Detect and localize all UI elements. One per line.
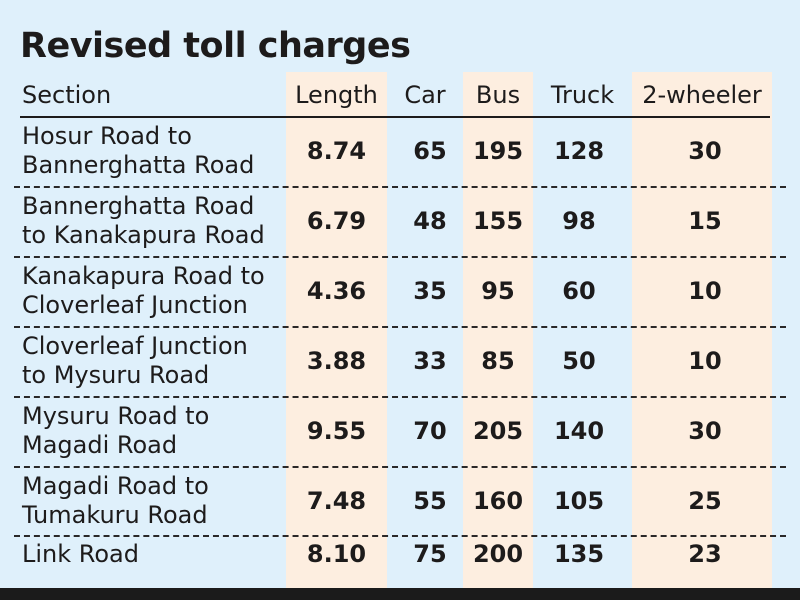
truck-cell: 98 — [562, 207, 596, 235]
bus-cell: 205 — [472, 417, 524, 445]
section-line-1: Hosur Road to — [22, 122, 192, 150]
length-cell: 3.88 — [306, 347, 367, 375]
car-cell: 65 — [413, 137, 447, 165]
row-divider — [14, 535, 786, 537]
row-divider — [14, 396, 786, 398]
bus-cell: 155 — [472, 207, 524, 235]
length-column-band — [286, 72, 387, 588]
section-line-1: Mysuru Road to — [22, 402, 210, 430]
two-wheeler-cell: 10 — [688, 277, 722, 305]
car-cell: 55 — [413, 487, 447, 515]
two-wheeler-column-band — [632, 72, 772, 588]
bus-cell: 95 — [481, 277, 515, 305]
table-row: Bannerghatta Road to Kanakapura Road 6.7… — [0, 190, 800, 256]
table-row: Hosur Road to Bannerghatta Road 8.74 65 … — [0, 120, 800, 186]
table-row: Magadi Road to Tumakuru Road 7.48 55 160… — [0, 470, 800, 536]
truck-cell: 135 — [553, 540, 605, 568]
two-wheeler-cell: 30 — [688, 137, 722, 165]
header-car: Car — [404, 81, 446, 109]
bus-cell: 85 — [481, 347, 515, 375]
section-line-2: Bannerghatta Road — [22, 151, 255, 179]
chart-title: Revised toll charges — [20, 26, 411, 66]
section-line-2: Tumakuru Road — [22, 501, 208, 529]
row-divider — [14, 186, 786, 188]
length-cell: 9.55 — [306, 417, 367, 445]
header-two-wheeler: 2-wheeler — [642, 81, 762, 109]
two-wheeler-cell: 10 — [688, 347, 722, 375]
bus-cell: 200 — [472, 540, 524, 568]
section-line-1: Kanakapura Road to — [22, 262, 265, 290]
section-line-1: Magadi Road to — [22, 472, 209, 500]
bus-cell: 160 — [472, 487, 524, 515]
section-line-2: to Kanakapura Road — [22, 221, 265, 249]
length-cell: 8.10 — [306, 540, 367, 568]
truck-cell: 50 — [562, 347, 596, 375]
two-wheeler-cell: 25 — [688, 487, 722, 515]
truck-cell: 60 — [562, 277, 596, 305]
table-row: Link Road 8.10 75 200 135 23 — [0, 539, 800, 579]
truck-cell: 128 — [553, 137, 605, 165]
header-bus: Bus — [475, 81, 521, 109]
section-line-2: Magadi Road — [22, 431, 178, 459]
header-truck: Truck — [550, 81, 615, 109]
section-line-1: Link Road — [22, 540, 139, 568]
car-cell: 33 — [413, 347, 447, 375]
bus-cell: 195 — [472, 137, 524, 165]
section-line-2: Cloverleaf Junction — [22, 291, 248, 319]
table-row: Kanakapura Road to Cloverleaf Junction 4… — [0, 260, 800, 326]
truck-cell: 105 — [553, 487, 605, 515]
length-cell: 7.48 — [306, 487, 367, 515]
header-divider — [20, 116, 770, 118]
two-wheeler-cell: 30 — [688, 417, 722, 445]
car-cell: 70 — [413, 417, 447, 445]
length-cell: 4.36 — [306, 277, 367, 305]
section-line-1: Cloverleaf Junction — [22, 332, 248, 360]
length-cell: 6.79 — [306, 207, 367, 235]
section-line-1: Bannerghatta Road — [22, 192, 255, 220]
car-cell: 35 — [413, 277, 447, 305]
two-wheeler-cell: 23 — [688, 540, 722, 568]
table-row: Cloverleaf Junction to Mysuru Road 3.88 … — [0, 330, 800, 396]
length-cell: 8.74 — [306, 137, 367, 165]
truck-cell: 140 — [553, 417, 605, 445]
two-wheeler-cell: 15 — [688, 207, 722, 235]
table-row: Mysuru Road to Magadi Road 9.55 70 205 1… — [0, 400, 800, 466]
header-length: Length — [295, 81, 378, 109]
car-cell: 75 — [413, 540, 447, 568]
car-cell: 48 — [413, 207, 447, 235]
bus-column-band — [463, 72, 533, 588]
row-divider — [14, 256, 786, 258]
row-divider — [14, 326, 786, 328]
header-section: Section — [22, 81, 112, 109]
row-divider — [14, 466, 786, 468]
section-line-2: to Mysuru Road — [22, 361, 210, 389]
footer-bar — [0, 588, 800, 600]
